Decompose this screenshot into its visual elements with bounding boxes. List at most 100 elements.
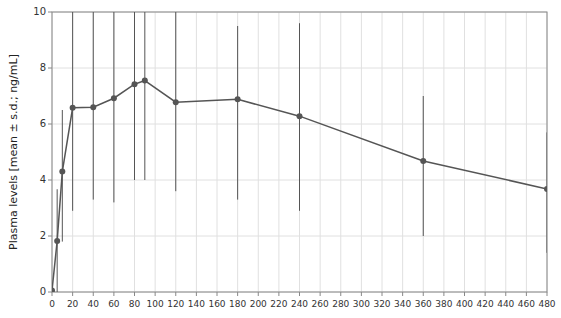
data-point (297, 113, 303, 119)
plot-frame (52, 12, 547, 292)
x-tick (258, 292, 259, 296)
data-point (544, 186, 547, 192)
x-tick-label: 460 (518, 299, 535, 309)
x-grid-line (443, 12, 444, 292)
x-grid-line (175, 12, 176, 292)
x-grid-line (155, 12, 156, 292)
x-tick (237, 292, 238, 296)
error-bar (113, 12, 114, 202)
x-grid-line (505, 12, 506, 292)
x-tick-label: 280 (332, 299, 349, 309)
x-grid-line (113, 12, 114, 292)
x-grid-line (217, 12, 218, 292)
y-tick-label: 10 (33, 6, 46, 17)
x-tick (278, 292, 279, 296)
x-tick-label: 300 (353, 299, 370, 309)
x-tick-label: 420 (477, 299, 494, 309)
x-tick-label: 0 (49, 299, 55, 309)
x-tick-label: 160 (208, 299, 225, 309)
x-tick-label: 120 (167, 299, 184, 309)
error-bar (547, 132, 548, 252)
x-tick (299, 292, 300, 296)
y-tick (48, 68, 52, 69)
y-tick (48, 124, 52, 125)
x-grid-line (402, 12, 403, 292)
error-bar (237, 26, 238, 200)
x-tick-label: 240 (291, 299, 308, 309)
x-grid-line (526, 12, 527, 292)
x-grid-line (299, 12, 300, 292)
error-bar (134, 12, 135, 180)
x-tick (423, 292, 424, 296)
y-axis-label: Plasma levels [mean ± s.d.; ng/mL] (7, 54, 20, 250)
axes: 0246810020406080100120140160180200220240… (33, 6, 556, 309)
x-tick-label: 180 (229, 299, 246, 309)
x-tick-label: 40 (88, 299, 100, 309)
x-tick (382, 292, 383, 296)
data-point (142, 78, 148, 84)
x-tick-label: 380 (435, 299, 452, 309)
x-tick-label: 340 (394, 299, 411, 309)
x-tick-label: 260 (312, 299, 329, 309)
x-tick (443, 292, 444, 296)
x-tick (217, 292, 218, 296)
x-tick-label: 320 (373, 299, 390, 309)
x-tick (485, 292, 486, 296)
x-grid-line (72, 12, 73, 292)
x-tick (361, 292, 362, 296)
x-tick (175, 292, 176, 296)
chart: 0246810020406080100120140160180200220240… (0, 0, 561, 318)
x-tick-label: 400 (456, 299, 473, 309)
y-tick-label: 0 (40, 286, 46, 297)
error-bar (423, 96, 424, 236)
y-tick-label: 4 (40, 174, 46, 185)
x-tick-label: 220 (270, 299, 287, 309)
x-grid-line (320, 12, 321, 292)
x-tick-label: 200 (250, 299, 267, 309)
x-tick (340, 292, 341, 296)
x-grid-line (423, 12, 424, 292)
x-tick (505, 292, 506, 296)
x-tick (113, 292, 114, 296)
x-tick (72, 292, 73, 296)
data-point (173, 99, 179, 105)
data-point (420, 158, 426, 164)
data-point (54, 238, 60, 244)
x-tick (547, 292, 548, 296)
x-tick-label: 440 (497, 299, 514, 309)
x-grid-line (258, 12, 259, 292)
data-line (52, 81, 547, 291)
y-tick (48, 292, 52, 293)
data-point (90, 104, 96, 110)
x-grid-line (464, 12, 465, 292)
x-tick-label: 480 (538, 299, 555, 309)
grid (52, 12, 547, 292)
x-grid-line (485, 12, 486, 292)
x-tick (402, 292, 403, 296)
x-tick (155, 292, 156, 296)
y-tick (48, 12, 52, 13)
x-grid-line (196, 12, 197, 292)
x-tick-label: 60 (108, 299, 120, 309)
data-point (132, 81, 138, 87)
x-tick-label: 80 (129, 299, 141, 309)
x-tick (93, 292, 94, 296)
y-tick (48, 180, 52, 181)
x-tick (196, 292, 197, 296)
x-tick (134, 292, 135, 296)
y-tick-label: 2 (40, 230, 46, 241)
data-point (111, 95, 117, 101)
data-point (59, 169, 65, 175)
x-tick-label: 100 (147, 299, 164, 309)
y-tick-label: 6 (40, 118, 46, 129)
x-grid-line (382, 12, 383, 292)
x-tick-label: 360 (415, 299, 432, 309)
x-tick (526, 292, 527, 296)
error-bar (144, 12, 145, 180)
data-point (70, 105, 76, 111)
data-point (52, 288, 55, 292)
data-point (235, 96, 241, 102)
x-tick-label: 140 (188, 299, 205, 309)
x-tick (320, 292, 321, 296)
x-grid-line (340, 12, 341, 292)
